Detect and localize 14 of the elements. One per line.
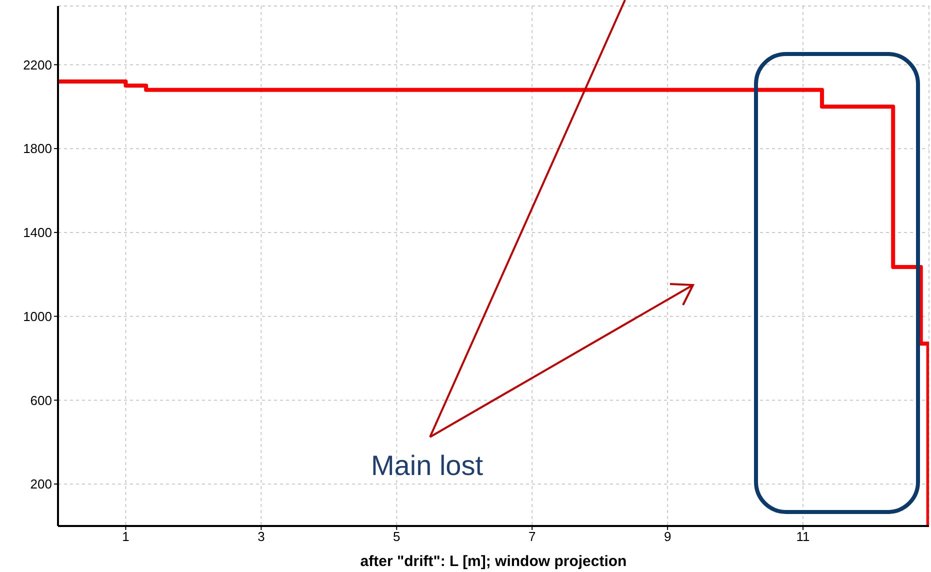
x-tick-label: 7	[528, 529, 536, 544]
x-tick-label: 9	[664, 529, 672, 544]
y-tick-label: 1000	[23, 308, 52, 324]
x-tick-label: 1	[122, 529, 130, 544]
y-tick-label: 1400	[23, 225, 52, 240]
y-tick-label: 600	[30, 392, 52, 408]
x-tick-label: 11	[796, 529, 810, 544]
y-tick-label: 2200	[23, 57, 52, 72]
annotation: Main lost	[370, 450, 484, 481]
x-tick-label: 5	[393, 529, 400, 544]
y-tick-label: 200	[30, 476, 52, 492]
x-axis-title: after "drift": L [m]; window projection	[360, 553, 627, 570]
y-tick-label: 1800	[23, 141, 52, 156]
x-tick-label: 3	[258, 529, 265, 544]
